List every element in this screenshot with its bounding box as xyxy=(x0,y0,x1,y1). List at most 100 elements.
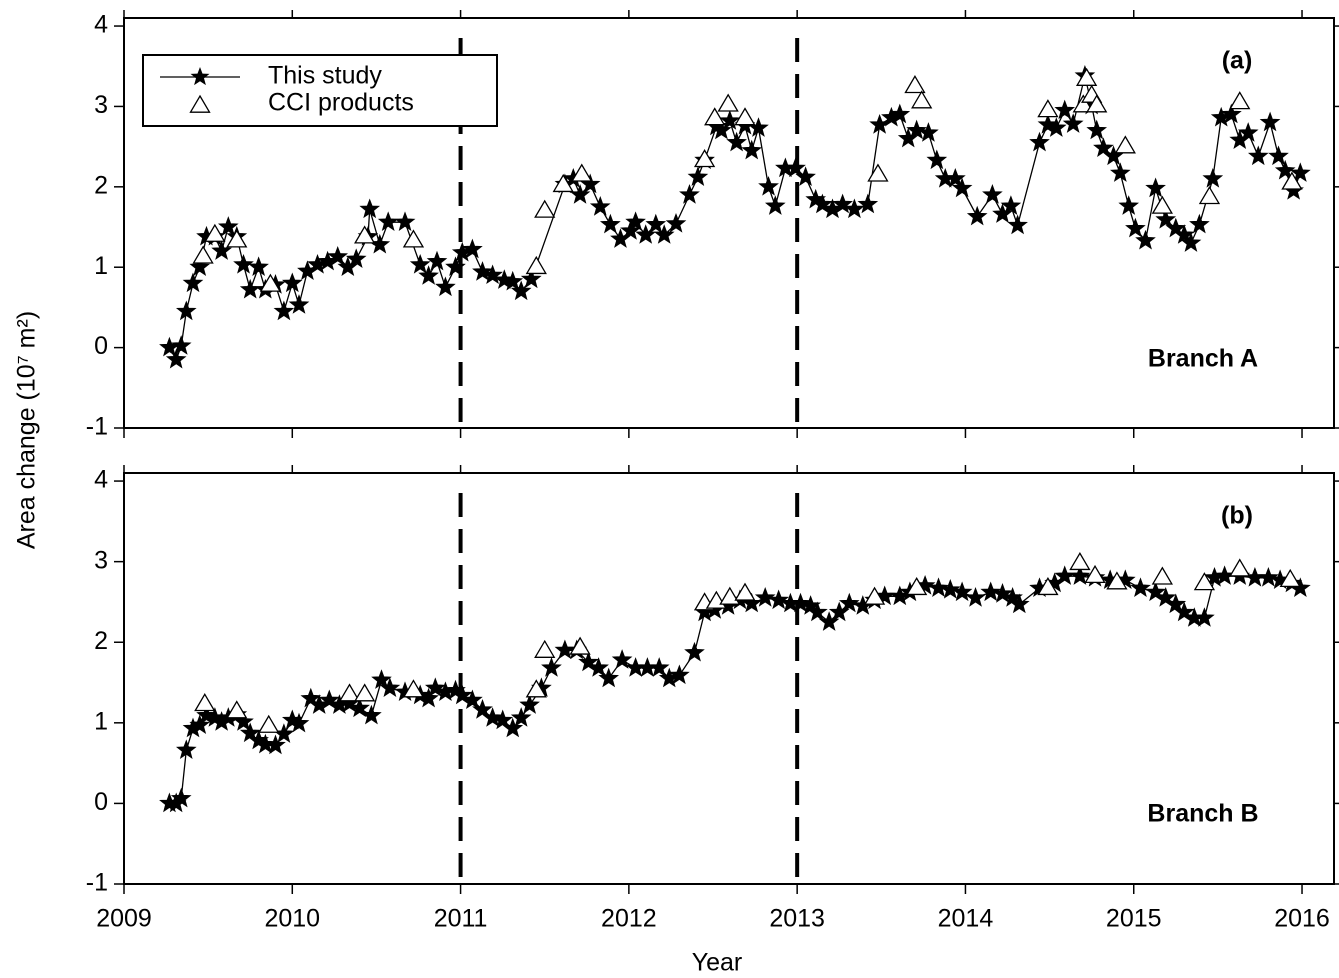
star-marker xyxy=(889,103,911,124)
star-marker xyxy=(472,261,493,281)
star-marker xyxy=(1135,229,1156,250)
triangle-marker xyxy=(1229,558,1251,577)
triangle-marker xyxy=(354,683,376,702)
star-marker xyxy=(926,149,948,170)
panel: -1 0 1 2 3 4 2009 2010 2011 2012 2013 2014 2015 2016 (… xyxy=(86,465,1339,977)
star-marker xyxy=(288,294,310,314)
star-marker xyxy=(1202,167,1224,188)
star-marker xyxy=(1173,224,1195,244)
y-tick-label: -1 xyxy=(86,413,108,441)
star-marker xyxy=(665,212,687,233)
y-tick-label: 2 xyxy=(94,627,108,655)
star-marker xyxy=(418,265,439,285)
star-marker xyxy=(951,177,973,198)
star-marker xyxy=(844,198,865,219)
star-marker xyxy=(1180,232,1202,252)
star-marker xyxy=(768,589,790,610)
triangle-marker xyxy=(1069,551,1091,571)
x-tick-label: 2009 xyxy=(96,905,152,933)
plot-frame xyxy=(123,472,1335,885)
star-marker xyxy=(1258,566,1279,587)
star-marker xyxy=(255,733,276,754)
x-tick-label: 2012 xyxy=(601,905,657,933)
star-marker xyxy=(1045,117,1067,137)
star-marker xyxy=(1268,145,1289,166)
star-marker xyxy=(1155,587,1177,607)
x-tick-label: 2010 xyxy=(264,905,320,933)
star-marker xyxy=(519,694,540,714)
star-marker xyxy=(1130,577,1151,597)
star-marker xyxy=(502,270,524,291)
star-marker xyxy=(795,166,816,186)
branch-label: Branch A xyxy=(1148,345,1258,373)
star-marker xyxy=(790,592,811,613)
x-tick-label: 2015 xyxy=(1106,905,1162,933)
star-marker xyxy=(679,184,700,204)
star-marker xyxy=(684,641,705,662)
triangle-marker xyxy=(704,107,726,126)
panel: -1 0 1 2 3 4 (a) Branch A Area change (10⁷ m²) Th… xyxy=(13,10,1339,549)
triangle-marker xyxy=(1114,135,1136,154)
triangle-marker xyxy=(534,639,556,658)
triangle-marker xyxy=(226,229,248,248)
triangle-marker xyxy=(906,576,928,596)
triangle-marker xyxy=(402,679,425,698)
star-marker xyxy=(327,245,349,266)
star-marker xyxy=(1289,162,1311,182)
triangle-marker xyxy=(1281,171,1303,190)
triangle-marker xyxy=(719,586,741,605)
y-tick-label: 0 xyxy=(94,332,108,360)
triangle-marker xyxy=(734,107,756,126)
triangle-marker xyxy=(734,582,756,601)
star-marker xyxy=(273,300,295,321)
star-marker xyxy=(764,195,786,215)
triangle-marker xyxy=(1037,576,1059,596)
star-marker xyxy=(461,238,483,259)
star-marker xyxy=(371,669,392,689)
star-marker xyxy=(379,677,401,697)
star-marker xyxy=(918,122,939,142)
star-marker xyxy=(726,131,747,152)
plot-frame xyxy=(123,17,1335,429)
star-marker xyxy=(944,167,966,188)
star-marker xyxy=(578,651,599,672)
star-marker xyxy=(502,717,524,738)
y-tick-label: 4 xyxy=(94,11,108,39)
star-marker xyxy=(451,684,473,705)
branch-label: Branch B xyxy=(1147,800,1258,828)
star-marker xyxy=(758,175,779,196)
x-tick-label: 2011 xyxy=(434,905,488,933)
star-marker xyxy=(288,712,310,733)
y-tick-label: 1 xyxy=(94,707,108,735)
series-line xyxy=(169,575,1301,805)
legend-box xyxy=(142,54,498,127)
star-marker xyxy=(611,649,633,669)
legend-marker xyxy=(190,67,210,86)
y-tick-label: -1 xyxy=(86,869,108,897)
triangle-marker xyxy=(1086,94,1108,113)
triangle-marker xyxy=(1193,572,1216,591)
star-marker xyxy=(635,224,657,244)
star-marker xyxy=(982,184,1003,204)
panel-label: (a) xyxy=(1222,47,1253,75)
star-marker xyxy=(719,110,741,130)
star-marker xyxy=(510,280,532,301)
star-marker xyxy=(1125,217,1146,238)
star-marker xyxy=(265,734,286,755)
star-marker xyxy=(906,119,928,140)
triangle-marker xyxy=(1075,67,1098,86)
y-tick-label: 2 xyxy=(94,171,108,199)
star-marker xyxy=(445,256,466,276)
star-marker xyxy=(435,276,456,297)
star-marker xyxy=(175,300,197,321)
triangle-marker xyxy=(569,636,591,655)
star-marker xyxy=(1093,137,1114,157)
star-marker xyxy=(832,193,853,214)
star-marker xyxy=(687,166,709,186)
star-marker xyxy=(239,278,261,299)
triangle-marker xyxy=(402,229,425,248)
star-marker xyxy=(1165,593,1187,614)
star-marker xyxy=(928,577,949,597)
